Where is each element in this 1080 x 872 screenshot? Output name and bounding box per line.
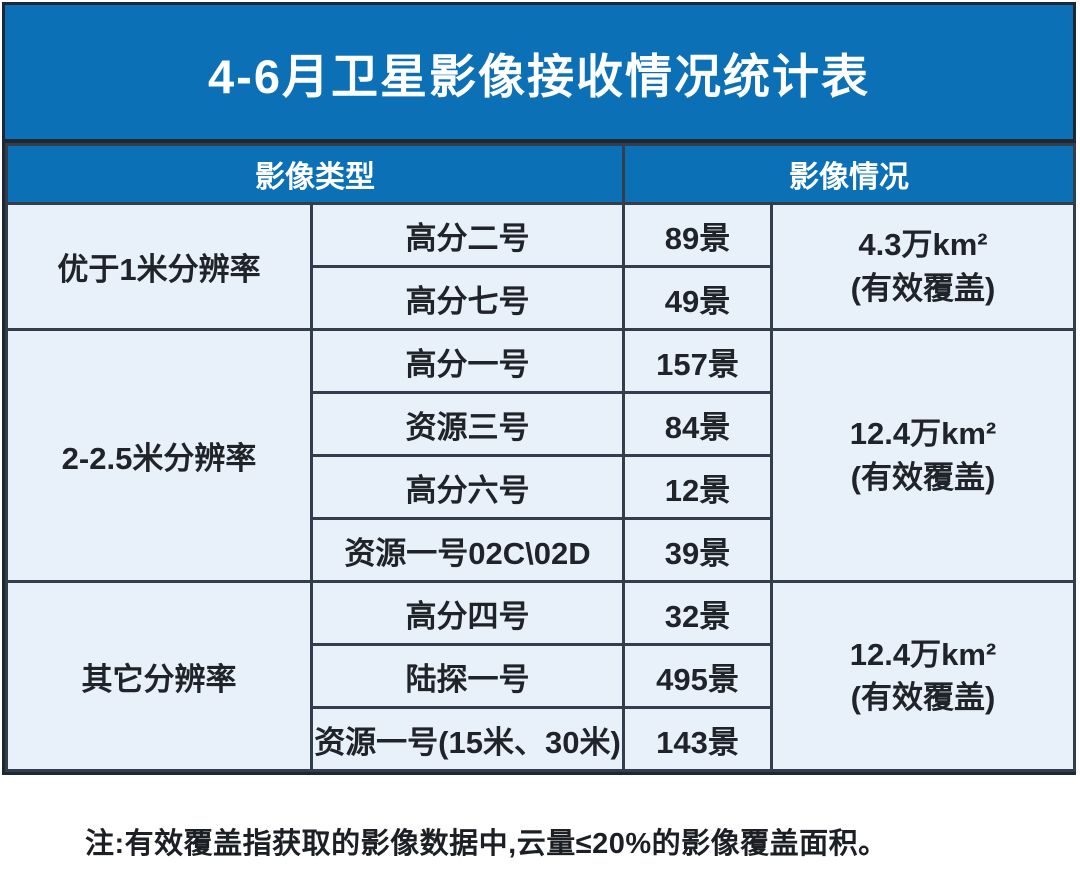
table-row: 陆探一号 495景 [7, 643, 1075, 709]
count-cell: 495景 [622, 643, 773, 709]
coverage-cell: 12.4万km² (有效覆盖) [770, 580, 1076, 772]
satellite-cell: 高分一号 [310, 328, 625, 394]
table-row: 资源一号02C\02D 39景 [7, 517, 1075, 583]
table-row: 资源三号 84景 [7, 391, 1075, 457]
count-cell: 157景 [622, 328, 773, 394]
coverage-note: (有效覆盖) [850, 270, 996, 306]
count-cell: 89景 [622, 202, 773, 268]
table-row: 高分七号 49景 [7, 265, 1075, 331]
table-row: 2-2.5米分辨率 高分一号 157景 12.4万km² (有效覆盖) [5, 328, 1076, 583]
satellite-cell: 高分四号 [310, 580, 625, 646]
satellite-cell: 资源一号02C\02D [310, 517, 625, 583]
column-header-image-status: 影像情况 [622, 143, 1076, 205]
count-cell: 32景 [622, 580, 773, 646]
satellite-stats-table: 影像类型 影像情况 优于1米分辨率 高分二号 89景 4.3万km² (有效覆盖… [5, 143, 1076, 772]
table-row: 资源一号(15米、30米) 143景 [7, 706, 1075, 772]
table-row: 其它分辨率 高分四号 32景 12.4万km² (有效覆盖) [5, 580, 1076, 772]
stats-table-panel: 4-6月卫星影像接收情况统计表 影像类型 影像情况 优于1米分辨率 高分二号 8… [2, 2, 1076, 775]
count-cell: 12景 [622, 454, 773, 520]
count-cell: 39景 [622, 517, 773, 583]
satellite-cell: 资源三号 [310, 391, 625, 457]
category-cell: 2-2.5米分辨率 [5, 328, 313, 583]
column-header-image-type: 影像类型 [5, 143, 625, 205]
coverage-cell: 4.3万km² (有效覆盖) [770, 202, 1076, 331]
satellite-cell: 陆探一号 [310, 643, 625, 709]
category-cell: 其它分辨率 [5, 580, 313, 772]
count-cell: 49景 [622, 265, 773, 331]
count-cell: 143景 [622, 706, 773, 772]
page-title: 4-6月卫星影像接收情况统计表 [208, 49, 870, 103]
coverage-value: 12.4万km² [849, 416, 997, 452]
coverage-value: 12.4万km² [849, 636, 997, 672]
table-row: 优于1米分辨率 高分二号 89景 4.3万km² (有效覆盖) [5, 202, 1076, 331]
table-row: 高分六号 12景 [7, 454, 1075, 520]
satellite-cell: 高分七号 [310, 265, 625, 331]
coverage-value: 4.3万km² [858, 227, 988, 263]
satellite-cell: 资源一号(15米、30米) [310, 706, 625, 772]
footnote: 注:有效覆盖指获取的影像数据中,云量≤20%的影像覆盖面积。 [85, 828, 888, 860]
count-cell: 84景 [622, 391, 773, 457]
coverage-cell: 12.4万km² (有效覆盖) [770, 328, 1076, 583]
coverage-note: (有效覆盖) [850, 459, 996, 495]
coverage-note: (有效覆盖) [850, 680, 996, 715]
header-row: 影像类型 影像情况 [5, 143, 1076, 205]
table-title-bar: 4-6月卫星影像接收情况统计表 [5, 5, 1073, 143]
satellite-cell: 高分六号 [310, 454, 625, 520]
category-cell: 优于1米分辨率 [5, 202, 313, 331]
satellite-cell: 高分二号 [310, 202, 625, 268]
